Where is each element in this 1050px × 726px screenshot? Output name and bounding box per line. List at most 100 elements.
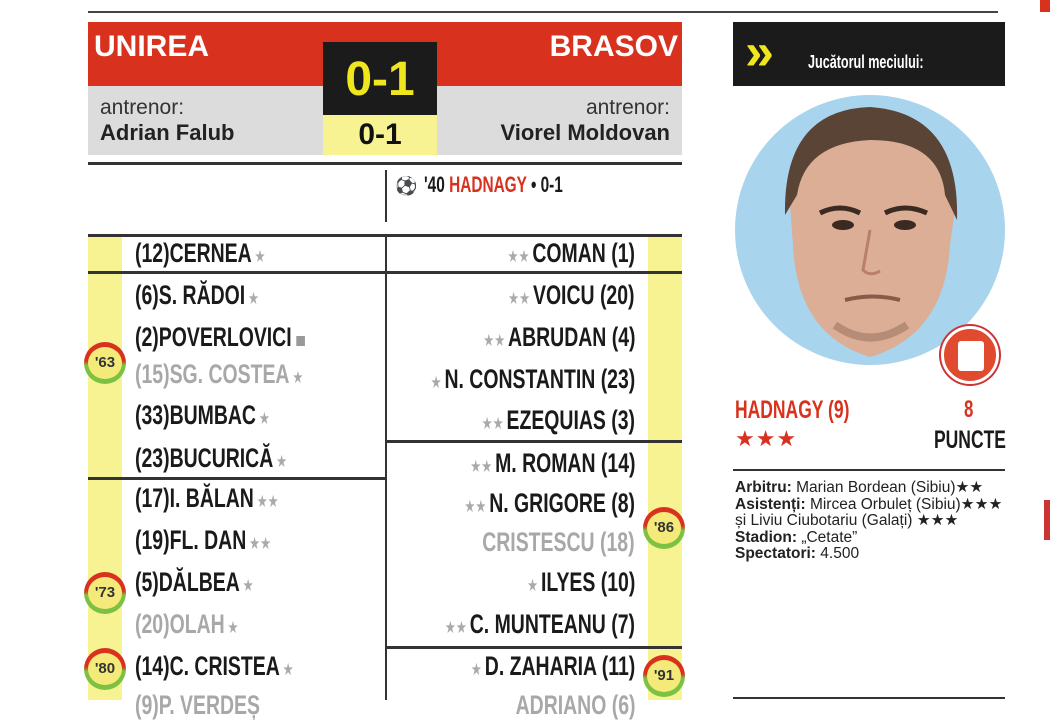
away-player-row: ★★ EZEQUIAS (3): [418, 399, 635, 441]
divider: [385, 170, 387, 222]
home-player-row: (14)C. CRISTEA ★: [135, 645, 359, 687]
home-coach-name: Adrian Falub: [100, 120, 235, 145]
away-player-row: ★★ VOICU (20): [455, 274, 635, 316]
player-name: ABRUDAN: [507, 322, 612, 352]
player-name: M. ROMAN: [494, 448, 601, 478]
shirt-number: (6): [135, 280, 159, 310]
player-entry: (12)CERNEA ★: [135, 232, 268, 278]
rating-stars: ★★: [507, 247, 530, 266]
away-team-name: BRASOV: [549, 30, 678, 63]
shirt-number: (9): [135, 690, 159, 720]
player-of-match-label: Jucătorul meciului:: [808, 52, 924, 72]
sub-badge: '73: [84, 572, 126, 614]
assistants-label: Asistenți:: [735, 495, 806, 513]
home-player-row: (12)CERNEA ★: [135, 232, 320, 274]
shirt-number: (10): [600, 567, 635, 597]
shirt-number: (15): [135, 359, 170, 389]
referee: Marian Bordean (Sibiu)★★: [796, 479, 984, 496]
player-points: 8: [964, 396, 974, 423]
player-points-label: PUNCTE: [934, 426, 1006, 454]
sub-badge: '63: [84, 342, 126, 384]
spectators-label: Spectatori:: [735, 545, 816, 562]
player-entry: (2)POVERLOVICI: [135, 316, 305, 358]
player-of-match-header: [733, 22, 1005, 86]
home-player-row: (5)DĂLBEA ★: [135, 561, 304, 603]
sub-minute: '63: [88, 347, 122, 379]
goal-scorer: HADNAGY: [448, 172, 527, 197]
stadium: „Cetate”: [801, 528, 858, 546]
home-player-row: (15)SG. COSTEA ★: [135, 353, 373, 395]
player-entry: ★ ILYES (10): [524, 561, 635, 607]
rating-stars: ★: [526, 576, 538, 595]
player-entry: ADRIANO (6): [515, 684, 635, 726]
player-name: EZEQUIAS: [506, 405, 612, 435]
player-entry: (6)S. RĂDOI ★: [135, 274, 262, 320]
shirt-number: (11): [601, 651, 635, 681]
shirt-number: (23): [600, 364, 635, 394]
player-entry: (15)SG. COSTEA ★: [135, 353, 306, 399]
goal-score: • 0-1: [530, 172, 563, 197]
divider: [733, 469, 1005, 471]
shirt-number: (4): [611, 322, 635, 352]
shirt-number: (14): [600, 448, 635, 478]
sub-badge: '86: [643, 507, 685, 549]
player-name: CERNEA: [169, 238, 252, 268]
home-sub-strip: [88, 237, 122, 700]
rating-stars: ★: [227, 618, 239, 637]
rating-stars: ★★: [508, 289, 531, 308]
player-entry: ★★ VOICU (20): [506, 274, 635, 320]
player-entry: (17)I. BĂLAN ★★: [135, 477, 282, 523]
away-player-row: ★★ COMAN (1): [454, 232, 635, 274]
yellow-card-icon: [295, 336, 305, 346]
away-player-row: ★ N. CONSTANTIN (23): [347, 358, 635, 400]
player-name: N. CONSTANTIN: [444, 364, 601, 394]
home-player-row: (23)BUCURICĂ ★: [135, 437, 350, 479]
player-name: BUCURICĂ: [169, 443, 274, 473]
away-player-row: ★★ ABRUDAN (4): [420, 316, 635, 358]
spectators: 4.500: [820, 545, 860, 562]
player-entry: ★ D. ZAHARIA (11): [468, 645, 635, 691]
home-player-row: (6)S. RĂDOI ★: [135, 274, 311, 316]
player-name: C. CRISTEA: [169, 651, 280, 681]
player-entry: (20)OLAH ★: [135, 603, 241, 649]
shirt-number: (33): [135, 400, 170, 430]
adjacent-column-fragment: [1040, 0, 1050, 12]
shirt-number: (18): [600, 527, 635, 557]
lineup-divider: [385, 237, 387, 700]
shirt-number: (20): [600, 280, 635, 310]
home-player-row: (33)BUMBAC ★: [135, 394, 326, 436]
rating-stars: ★: [282, 660, 294, 679]
home-player-row: (2)POVERLOVICI: [135, 316, 371, 358]
halftime-score: 0-1: [323, 115, 437, 155]
divider: [88, 162, 682, 165]
stadium-label: Stadion:: [735, 528, 797, 546]
divider: [88, 477, 386, 480]
home-player-row: (19)FL. DAN ★★: [135, 519, 328, 561]
divider: [88, 234, 682, 237]
away-player-row: ★★ C. MUNTEANU (7): [367, 603, 635, 645]
away-coach-name: Viorel Moldovan: [500, 120, 670, 145]
player-of-match-name: HADNAGY (9): [735, 396, 850, 424]
shirt-number: (17): [135, 483, 170, 513]
sub-minute: '86: [647, 512, 681, 544]
club-logo: [941, 326, 999, 384]
shirt-number: (23): [135, 443, 170, 473]
shirt-number: (5): [135, 567, 159, 597]
goal-event: ⚽ '40 HADNAGY • 0-1: [395, 172, 622, 198]
rating-stars: ★: [430, 373, 442, 392]
player-entry: (19)FL. DAN ★★: [135, 519, 274, 565]
rating-stars: ★: [254, 247, 266, 266]
away-sub-strip: [648, 237, 682, 700]
match-officials: Arbitru: Marian Bordean (Sibiu)★★ Asiste…: [735, 479, 1010, 563]
away-player-row: ★ D. ZAHARIA (11): [403, 645, 635, 687]
player-entry: ★★ EZEQUIAS (3): [479, 399, 635, 445]
rating-stars: ★★: [249, 534, 272, 553]
rating-stars: ★★: [256, 492, 279, 511]
player-photo: [735, 95, 1005, 365]
divider: [733, 697, 1005, 699]
away-player-row: ★ ILYES (10): [481, 561, 635, 603]
home-player-row: (9)P. VERDEȘ: [135, 684, 309, 726]
soccer-ball-icon: ⚽: [395, 176, 418, 196]
player-entry: (23)BUCURICĂ ★: [135, 437, 290, 483]
shirt-number: (14): [135, 651, 170, 681]
